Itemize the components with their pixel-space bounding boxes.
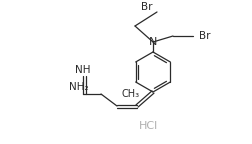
Text: N: N (149, 37, 157, 47)
Text: HCl: HCl (138, 121, 158, 131)
Text: CH₃: CH₃ (122, 89, 140, 99)
Text: Br: Br (199, 31, 210, 41)
Text: NH₂: NH₂ (69, 82, 89, 92)
Text: NH: NH (75, 65, 91, 75)
Text: Br: Br (141, 2, 153, 12)
